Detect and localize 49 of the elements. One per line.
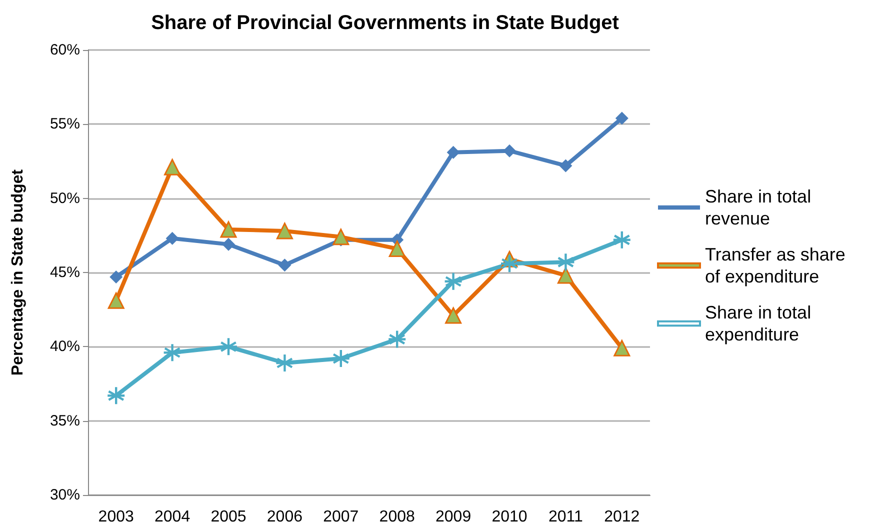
y-tick-label: 60% — [50, 42, 80, 58]
y-tick-label: 55% — [50, 116, 80, 133]
legend-label: Transfer as share of expenditure — [705, 244, 850, 286]
point — [331, 348, 350, 368]
legend-label: Share in total expenditure — [705, 302, 816, 344]
x-tick-label: 2010 — [492, 508, 528, 526]
point — [444, 272, 463, 291]
point — [164, 158, 181, 176]
point — [559, 159, 572, 172]
point — [503, 144, 516, 158]
point — [110, 270, 123, 284]
point — [615, 112, 628, 125]
point — [612, 230, 632, 250]
legend-label: Share in total revenue — [705, 186, 816, 228]
y-axis-title: Percentage in State budget — [10, 168, 26, 376]
x-tick-label: 2011 — [548, 508, 584, 526]
point — [557, 267, 574, 284]
point — [218, 337, 238, 356]
point — [162, 343, 182, 362]
x-tick-label: 2009 — [436, 508, 472, 526]
point — [166, 232, 179, 245]
x-tick-label: 2004 — [154, 508, 190, 526]
point — [276, 222, 293, 240]
x-tick-label: 2012 — [604, 508, 640, 526]
y-tick-label: 35% — [50, 412, 80, 430]
x-tick-label: 2005 — [210, 508, 246, 526]
point — [108, 292, 124, 309]
point — [388, 240, 406, 258]
point — [614, 340, 630, 356]
point — [388, 330, 407, 349]
point — [106, 386, 126, 406]
point — [446, 146, 460, 159]
chart-title: Share of Provincial Governments in State Budget — [151, 12, 620, 34]
y-tick-label: 30% — [50, 486, 80, 504]
x-tick-label: 2008 — [379, 508, 415, 526]
point — [332, 228, 350, 246]
point — [222, 238, 235, 251]
y-tick-label: 40% — [50, 338, 80, 356]
point — [556, 252, 576, 272]
point — [275, 353, 294, 373]
point — [278, 258, 292, 272]
point — [500, 254, 520, 274]
x-tick-label: 2006 — [266, 508, 303, 526]
y-tick-label: 50% — [50, 190, 80, 207]
y-tick-label: 45% — [50, 264, 80, 281]
point — [445, 307, 462, 324]
x-tick-label: 2007 — [323, 508, 359, 526]
point — [220, 221, 237, 238]
x-tick-label: 2003 — [98, 508, 134, 526]
